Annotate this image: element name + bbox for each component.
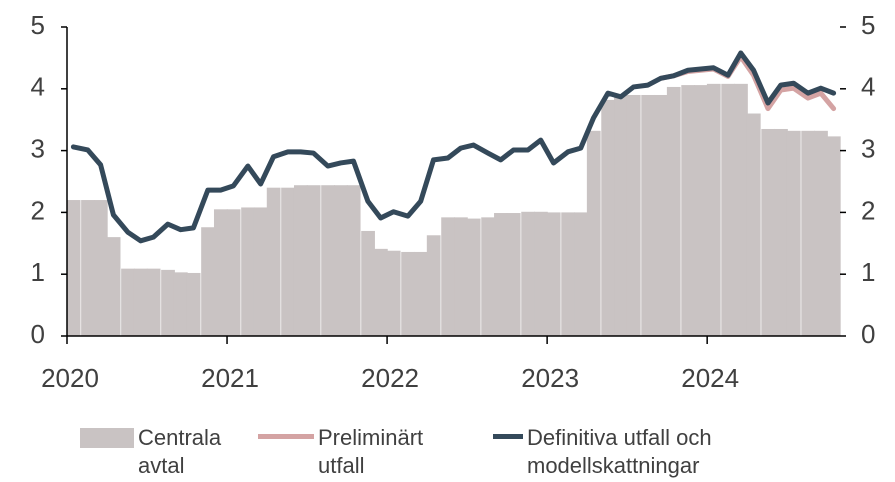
bar bbox=[226, 209, 241, 336]
bar bbox=[186, 272, 201, 336]
bar bbox=[534, 211, 548, 336]
bar bbox=[546, 212, 561, 336]
bar bbox=[146, 268, 161, 336]
bar bbox=[346, 185, 361, 336]
bar bbox=[266, 187, 281, 336]
y2-tick-label: 5 bbox=[861, 10, 875, 40]
legend-swatch bbox=[80, 428, 134, 448]
bar bbox=[293, 185, 308, 336]
bar bbox=[786, 130, 801, 336]
legend-item: Preliminärt utfall bbox=[258, 424, 458, 480]
bar bbox=[106, 237, 121, 336]
x-tick-label: 2024 bbox=[681, 363, 739, 393]
bar bbox=[133, 268, 148, 336]
bar bbox=[586, 130, 601, 336]
bar bbox=[561, 212, 575, 336]
bar bbox=[81, 200, 95, 336]
y2-tick-label: 3 bbox=[861, 133, 875, 163]
y-tick-label: 0 bbox=[31, 319, 45, 349]
legend-label: Centrala avtal bbox=[138, 425, 222, 478]
bar bbox=[666, 86, 681, 336]
bar bbox=[121, 268, 135, 336]
y2-tick-label: 0 bbox=[861, 319, 875, 349]
bar bbox=[761, 128, 776, 336]
bar bbox=[414, 251, 428, 336]
bar bbox=[386, 250, 401, 336]
bar bbox=[161, 269, 175, 336]
bar bbox=[213, 209, 228, 336]
y2-tick-label: 2 bbox=[861, 195, 875, 225]
x-tick-label: 2021 bbox=[201, 363, 259, 393]
legend-swatch bbox=[493, 434, 523, 439]
bar bbox=[494, 213, 508, 336]
legend-item: Definitiva utfall och modellskattningar bbox=[493, 424, 793, 480]
bar bbox=[694, 85, 708, 336]
legend-label: Definitiva utfall och modellskattningar bbox=[527, 425, 712, 478]
bar bbox=[814, 130, 828, 336]
y-tick-label: 5 bbox=[31, 10, 45, 40]
bar bbox=[681, 85, 696, 336]
bar bbox=[826, 136, 841, 336]
legend-swatch bbox=[258, 434, 314, 439]
bar bbox=[626, 94, 641, 336]
bar bbox=[641, 94, 656, 336]
bar bbox=[506, 213, 521, 336]
y-tick-label: 2 bbox=[31, 195, 45, 225]
bar bbox=[706, 83, 721, 336]
bar bbox=[654, 94, 668, 336]
bar bbox=[173, 272, 188, 336]
bar bbox=[721, 83, 736, 336]
bar bbox=[66, 200, 81, 336]
bar bbox=[734, 83, 748, 336]
bar bbox=[574, 212, 588, 336]
bar bbox=[401, 251, 415, 336]
bar bbox=[281, 187, 295, 336]
y-tick-label: 3 bbox=[31, 133, 45, 163]
bar bbox=[454, 217, 468, 336]
y2-tick-label: 4 bbox=[861, 72, 875, 102]
bar bbox=[441, 217, 455, 336]
legend-label: Preliminärt utfall bbox=[318, 425, 424, 478]
bar bbox=[746, 113, 761, 337]
bar bbox=[601, 99, 616, 336]
bar bbox=[241, 207, 255, 336]
bar bbox=[321, 185, 335, 336]
y-tick-label: 4 bbox=[31, 72, 45, 102]
legend-item: Centrala avtal bbox=[80, 424, 250, 480]
x-tick-label: 2020 bbox=[41, 363, 99, 393]
y-tick-label: 1 bbox=[31, 257, 45, 287]
bar bbox=[306, 185, 321, 336]
x-tick-label: 2023 bbox=[521, 363, 579, 393]
x-tick-label: 2022 bbox=[361, 363, 419, 393]
y2-tick-label: 1 bbox=[861, 257, 875, 287]
bar bbox=[334, 185, 348, 336]
bar bbox=[374, 248, 388, 336]
bar bbox=[521, 211, 535, 336]
bar bbox=[201, 227, 215, 336]
bar bbox=[426, 235, 441, 336]
bar bbox=[253, 207, 268, 336]
bar bbox=[774, 128, 788, 336]
bar bbox=[361, 230, 375, 336]
bar bbox=[466, 218, 481, 336]
bar bbox=[801, 130, 816, 336]
bar bbox=[93, 200, 108, 336]
bar bbox=[614, 94, 628, 336]
bar bbox=[481, 217, 495, 336]
line bbox=[70, 50, 837, 244]
